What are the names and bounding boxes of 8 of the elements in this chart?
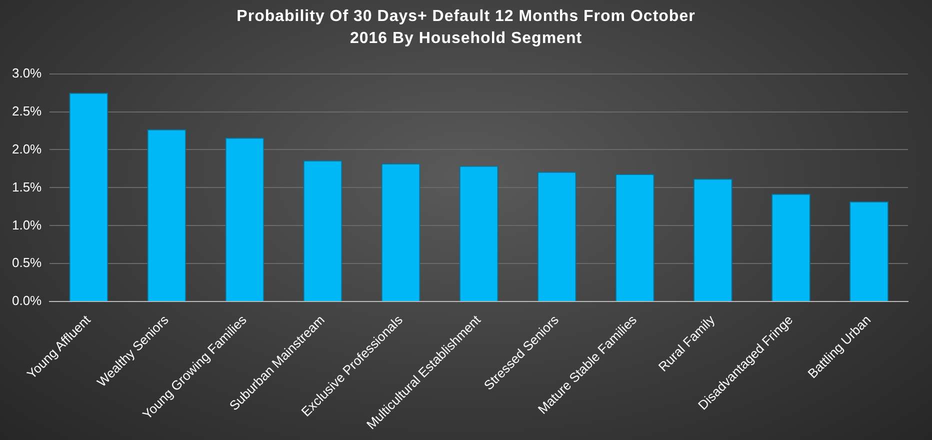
y-tick-label: 2.5% (12, 103, 42, 118)
y-tick-label: 3.0% (12, 65, 42, 80)
chart-title: Probability Of 30 Days+ Default 12 Months From October 2016 By Household Segment (236, 7, 696, 49)
y-tick-label: 0.0% (12, 293, 42, 308)
y-tick-label: 2.0% (12, 141, 42, 156)
y-tick-label: 1.0% (12, 217, 42, 232)
y-tick-label: 0.5% (12, 255, 42, 270)
y-tick-label: 1.5% (12, 179, 42, 194)
